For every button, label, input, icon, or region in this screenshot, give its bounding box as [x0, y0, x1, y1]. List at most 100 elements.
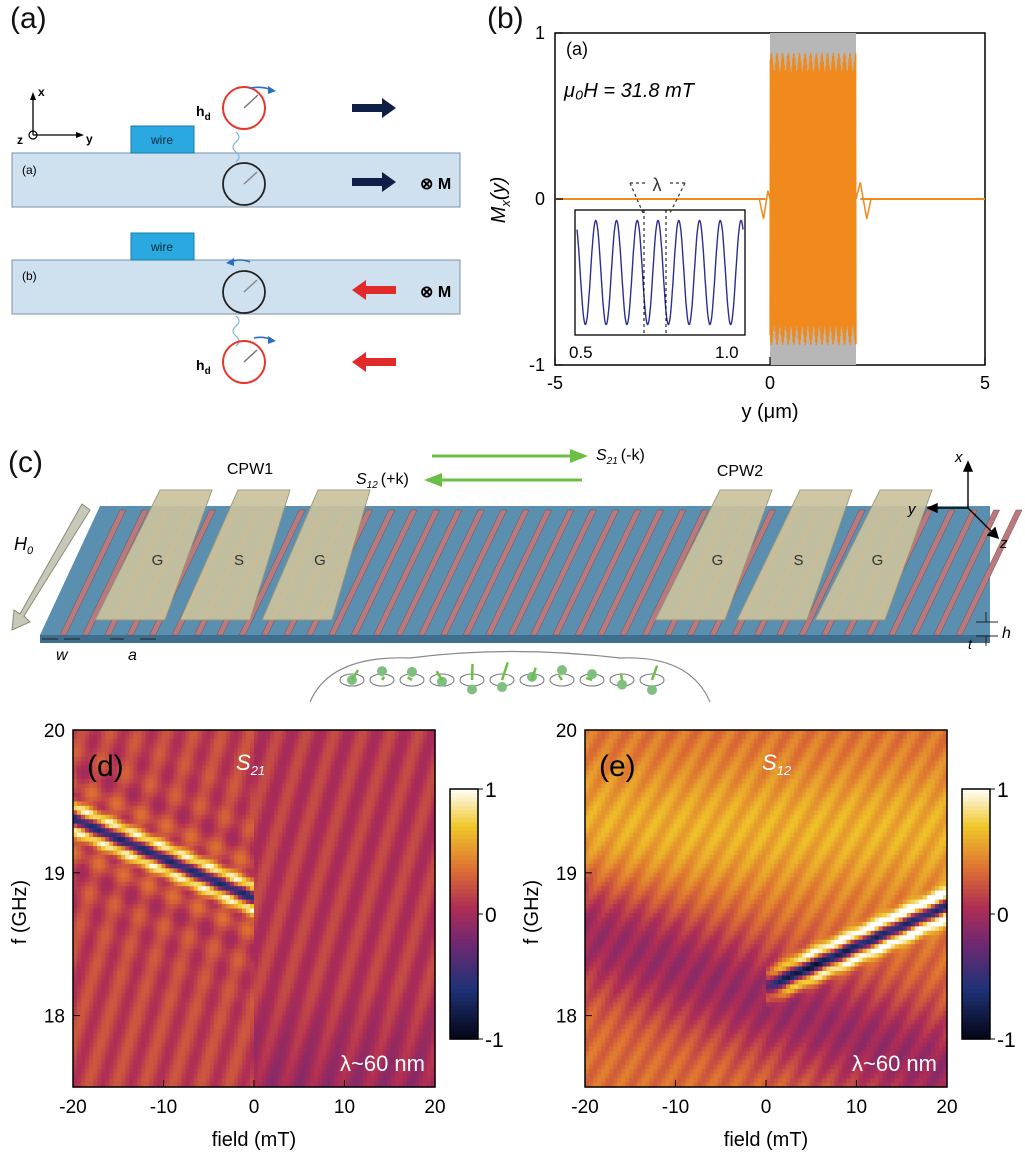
- heatmap-cell: [113, 868, 118, 874]
- heatmap-cell: [205, 872, 211, 878]
- heatmap-cell: [149, 988, 155, 994]
- heatmap-cell: [105, 792, 110, 798]
- heatmap-cell: [161, 939, 167, 945]
- heatmap-cell: [93, 872, 98, 878]
- heatmap-cell: [145, 962, 151, 968]
- heatmap-cell: [89, 846, 94, 852]
- heatmap-cell: [245, 953, 251, 959]
- heatmap-cell: [286, 1042, 291, 1048]
- heatmap-cell: [113, 1078, 118, 1084]
- heatmap-cell: [81, 957, 86, 963]
- heatmap-cell: [77, 1033, 82, 1039]
- heatmap-cell: [153, 832, 159, 838]
- heatmap-cell: [266, 801, 271, 807]
- heatmap-cell: [77, 823, 82, 829]
- heatmap-cell: [290, 743, 295, 749]
- heatmap-cell: [278, 1069, 283, 1075]
- heatmap-cell: [97, 756, 102, 762]
- heatmap-cell: [129, 734, 134, 740]
- heatmap-cell: [201, 779, 207, 785]
- heatmap-cell: [133, 953, 138, 959]
- heatmap-cell: [245, 957, 251, 963]
- heatmap-cell: [145, 854, 151, 861]
- heatmap-cell: [205, 1015, 211, 1021]
- heatmap-cell: [314, 805, 319, 811]
- heatmap-cell: [205, 962, 211, 968]
- heatmap-cell: [274, 859, 279, 865]
- heatmap-cell: [73, 1051, 78, 1057]
- heatmap-cell: [209, 1073, 215, 1079]
- heatmap-cell: [221, 926, 227, 932]
- heatmap-cell: [278, 970, 283, 977]
- heatmap-cell: [133, 810, 138, 816]
- heatmap-cell: [237, 921, 243, 927]
- heatmap-cell: [249, 957, 255, 963]
- heatmap-cell: [201, 841, 207, 847]
- heatmap-cell: [81, 953, 86, 959]
- heatmap-cell: [282, 1033, 287, 1039]
- heatmap-cell: [109, 747, 114, 753]
- heatmap-cell: [197, 872, 203, 878]
- heatmap-cell: [77, 908, 82, 914]
- heatmap-cell: [161, 944, 167, 950]
- heatmap-cell: [193, 837, 199, 843]
- heatmap-cell: [97, 895, 102, 901]
- heatmap-cell: [117, 730, 122, 736]
- heatmap-cell: [161, 975, 167, 981]
- heatmap-cell: [181, 921, 187, 927]
- heatmap-cell: [85, 975, 90, 981]
- heatmap-cell: [81, 899, 86, 905]
- heatmap-cell: [266, 738, 271, 744]
- heatmap-cell: [274, 953, 279, 959]
- heatmap-cell: [270, 1069, 275, 1075]
- heatmap-cell: [169, 939, 175, 945]
- heatmap-cell: [213, 895, 219, 901]
- heatmap-cell: [270, 841, 275, 847]
- heatmap-cell: [209, 1069, 215, 1075]
- heatmap-cell: [189, 899, 195, 905]
- heatmap-cell: [117, 895, 122, 901]
- heatmap-cell: [278, 828, 283, 834]
- heatmap-cell: [209, 846, 215, 852]
- heatmap-cell: [165, 957, 171, 963]
- heatmap-cell: [205, 899, 211, 905]
- heatmap-cell: [213, 846, 219, 852]
- heatmap-cell: [89, 1028, 94, 1035]
- heatmap-cell: [197, 868, 203, 874]
- heatmap-cell: [290, 841, 295, 847]
- heatmap-cell: [157, 796, 163, 802]
- heatmap-cell: [149, 993, 155, 999]
- spin-arrow: [406, 676, 413, 682]
- heatmap-cell: [298, 868, 303, 874]
- heatmap-cell: [241, 953, 247, 959]
- heatmap-cell: [258, 1037, 263, 1043]
- heatmap-cell: [229, 752, 235, 758]
- heatmap-cell: [121, 1064, 126, 1070]
- heatmap-cell: [245, 1006, 251, 1012]
- magnetic-stripe: [910, 509, 978, 636]
- heatmap-cell: [121, 953, 126, 959]
- heatmap-cell: [270, 1011, 275, 1017]
- heatmap-cell: [290, 859, 295, 865]
- heatmap-cell: [117, 1042, 122, 1048]
- heatmap-cell: [298, 1064, 303, 1070]
- heatmap-cell: [117, 904, 122, 910]
- heatmap-cell: [306, 738, 311, 744]
- heatmap-cell: [254, 814, 259, 820]
- heatmap-cell: [133, 765, 138, 771]
- heatmap-cell: [306, 921, 311, 927]
- heatmap-cell: [169, 774, 175, 780]
- heatmap-cell: [161, 886, 167, 892]
- heatmap-cell: [258, 730, 263, 736]
- heatmap-cell: [205, 738, 211, 744]
- heatmap-cell: [270, 890, 275, 896]
- heatmap-cell: [225, 872, 231, 878]
- heatmap-cell: [266, 1069, 271, 1075]
- heatmap-cell: [73, 837, 78, 843]
- heatmap-cell: [177, 979, 183, 985]
- heatmap-cell: [298, 738, 303, 744]
- heatmap-cell: [225, 1015, 231, 1021]
- heatmap-cell: [117, 783, 122, 789]
- heatmap-cell: [141, 1051, 146, 1057]
- heatmap-cell: [121, 939, 126, 945]
